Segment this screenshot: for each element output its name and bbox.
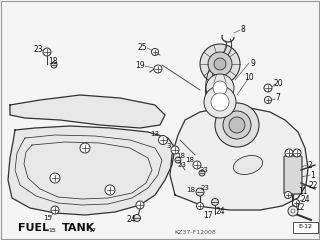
Text: 24: 24 — [300, 196, 310, 204]
Text: 13: 13 — [150, 131, 159, 137]
Circle shape — [43, 48, 51, 56]
Circle shape — [292, 199, 300, 206]
Text: 12: 12 — [295, 204, 305, 212]
Text: 2: 2 — [308, 161, 312, 169]
Circle shape — [136, 201, 144, 209]
Ellipse shape — [233, 156, 263, 174]
Circle shape — [204, 86, 236, 118]
Circle shape — [206, 74, 234, 102]
Circle shape — [223, 111, 251, 139]
Text: 20: 20 — [273, 79, 283, 89]
Text: 18: 18 — [186, 157, 195, 163]
Text: FUEL: FUEL — [18, 223, 49, 233]
Circle shape — [51, 206, 59, 214]
Circle shape — [213, 81, 227, 95]
Circle shape — [291, 209, 295, 213]
Text: 15: 15 — [48, 228, 56, 234]
Circle shape — [293, 149, 301, 157]
FancyBboxPatch shape — [292, 222, 317, 233]
Text: 15: 15 — [44, 215, 52, 221]
Circle shape — [105, 185, 115, 195]
Text: 8: 8 — [241, 25, 245, 35]
Text: 18: 18 — [187, 187, 196, 193]
Text: 24: 24 — [126, 216, 136, 224]
Circle shape — [288, 206, 298, 216]
Circle shape — [196, 188, 204, 196]
Circle shape — [265, 96, 271, 103]
Text: 23: 23 — [201, 185, 209, 191]
Text: 11: 11 — [298, 187, 308, 197]
Circle shape — [284, 192, 292, 198]
Circle shape — [196, 203, 204, 210]
Circle shape — [151, 48, 158, 55]
Circle shape — [80, 143, 90, 153]
Circle shape — [50, 173, 60, 183]
Circle shape — [199, 170, 205, 176]
Text: 19: 19 — [135, 61, 145, 71]
Text: 17: 17 — [203, 210, 213, 220]
Circle shape — [214, 58, 226, 70]
Circle shape — [158, 136, 167, 144]
Text: 23: 23 — [178, 162, 187, 168]
Circle shape — [51, 62, 57, 68]
Text: 3: 3 — [167, 143, 171, 149]
Text: 23: 23 — [200, 167, 208, 173]
Text: 23: 23 — [33, 46, 43, 54]
Text: 9: 9 — [251, 59, 255, 67]
Circle shape — [211, 93, 229, 111]
Circle shape — [285, 149, 293, 157]
Circle shape — [200, 44, 240, 84]
Text: TANK: TANK — [62, 223, 95, 233]
Text: 18: 18 — [177, 153, 186, 159]
Polygon shape — [170, 108, 308, 210]
Text: 1: 1 — [311, 170, 316, 180]
Text: 24: 24 — [215, 208, 225, 216]
Text: KZ37-F12008: KZ37-F12008 — [174, 229, 216, 234]
Circle shape — [193, 161, 201, 169]
Text: 25: 25 — [137, 43, 147, 53]
Circle shape — [215, 103, 259, 147]
Text: 18: 18 — [48, 58, 58, 66]
Circle shape — [133, 215, 140, 222]
Text: 10: 10 — [244, 73, 254, 83]
Polygon shape — [10, 95, 165, 128]
Circle shape — [212, 198, 219, 205]
Text: 17: 17 — [88, 228, 96, 234]
FancyBboxPatch shape — [284, 156, 302, 194]
Circle shape — [229, 117, 245, 133]
Circle shape — [264, 84, 272, 92]
Circle shape — [175, 157, 181, 163]
Text: 7: 7 — [276, 94, 280, 102]
Text: E-12: E-12 — [298, 224, 312, 229]
Circle shape — [208, 52, 232, 76]
Text: 22: 22 — [308, 180, 318, 190]
Circle shape — [154, 65, 162, 73]
Circle shape — [171, 146, 179, 154]
Polygon shape — [8, 126, 175, 215]
